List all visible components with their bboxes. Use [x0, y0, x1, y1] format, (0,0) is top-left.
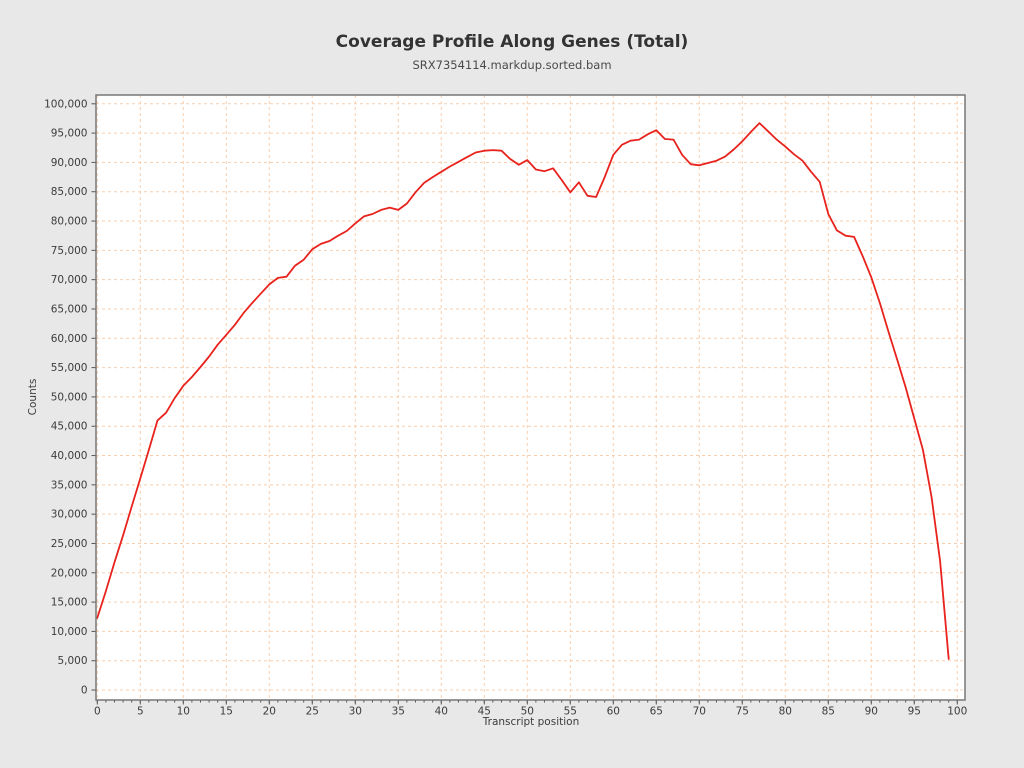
y-tick-label: 20,000: [51, 567, 88, 579]
y-tick-label: 10,000: [51, 626, 88, 638]
y-tick-label: 70,000: [51, 274, 88, 286]
y-tick-label: 60,000: [51, 333, 88, 345]
plot-frame: [95, 94, 966, 701]
x-tick-label: 55: [564, 706, 577, 718]
y-tick-label: 15,000: [51, 597, 88, 609]
y-tick-labels: 0 5,000 10,000 15,000 20,000 25,000 30,000 35,0…: [44, 98, 87, 696]
x-tick-labels: 0 5 10 15 20 25 30 35 40 45 50 55 60 65 70 75 80 85 90 95 10…: [94, 706, 967, 718]
y-tick-label: 100,000: [44, 98, 87, 110]
x-tick-label: 35: [392, 706, 405, 718]
y-tick-label: 0: [81, 685, 88, 697]
y-tick-label: 45,000: [51, 421, 88, 433]
x-tick-label: 40: [435, 706, 448, 718]
x-axis-title: Transcript position: [482, 716, 580, 728]
x-tick-label: 10: [177, 706, 190, 718]
x-tick-label: 100: [947, 706, 967, 718]
x-tick-label: 85: [822, 706, 835, 718]
y-tick-label: 5,000: [57, 655, 87, 667]
x-tick-label: 0: [94, 706, 101, 718]
y-tick-label: 90,000: [51, 157, 88, 169]
gridlines: [96, 95, 965, 700]
coverage-series-line: [96, 122, 950, 660]
y-tick-label: 85,000: [51, 186, 88, 198]
x-tick-label: 95: [908, 706, 921, 718]
y-tick-label: 40,000: [51, 450, 88, 462]
x-tick-label: 65: [650, 706, 663, 718]
x-tick-label: 25: [306, 706, 319, 718]
y-tick-label: 80,000: [51, 216, 88, 228]
y-tick-label: 35,000: [51, 479, 88, 491]
x-tick-label: 45: [478, 706, 491, 718]
plot-area: [96, 95, 965, 700]
x-tick-label: 15: [220, 706, 233, 718]
y-tick-label: 50,000: [51, 391, 88, 403]
y-tick-label: 25,000: [51, 538, 88, 550]
x-tick-label: 50: [521, 706, 534, 718]
x-tick-label: 20: [263, 706, 276, 718]
x-tick-label: 60: [607, 706, 620, 718]
x-tick-label: 70: [693, 706, 706, 718]
x-tick-label: 5: [137, 706, 144, 718]
chart-title: Coverage Profile Along Genes (Total): [335, 32, 689, 52]
x-tick-label: 30: [349, 706, 362, 718]
y-axis-title: Counts: [27, 378, 39, 416]
y-tick-label: 65,000: [51, 303, 88, 315]
x-tick-label: 75: [736, 706, 749, 718]
x-tick-label: 90: [865, 706, 878, 718]
y-tick-label: 55,000: [51, 362, 88, 374]
y-tick-label: 30,000: [51, 509, 88, 521]
y-tick-label: 95,000: [51, 128, 88, 140]
x-tick-label: 80: [779, 706, 792, 718]
y-tick-label: 75,000: [51, 245, 88, 257]
chart-subtitle: SRX7354114.markdup.sorted.bam: [412, 58, 612, 72]
